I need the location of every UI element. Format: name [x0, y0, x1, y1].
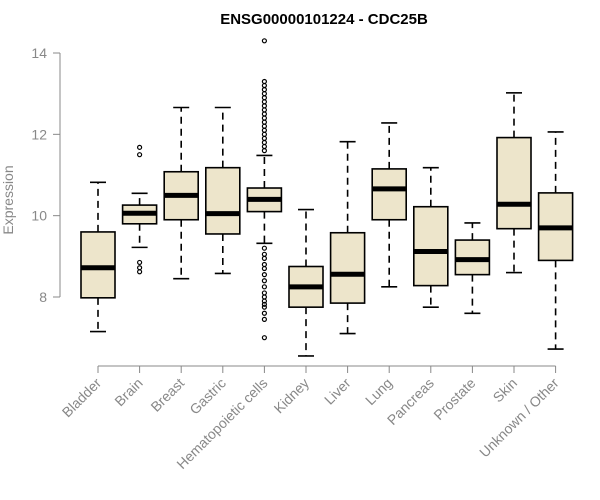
box-iqr — [329, 231, 366, 304]
outlier-point — [261, 245, 267, 251]
outlier-point — [261, 290, 267, 296]
outlier-point — [261, 38, 267, 44]
outlier-point — [261, 272, 267, 278]
x-category-label: Liver — [321, 375, 354, 408]
box-iqr — [371, 168, 408, 221]
box-unknown-other — [537, 131, 574, 350]
y-tick-label: 8 — [39, 289, 47, 305]
box-iqr — [205, 166, 241, 235]
outlier-point — [261, 127, 267, 133]
box-prostate — [454, 222, 491, 315]
outlier-point — [261, 86, 267, 93]
outlier-point — [261, 135, 267, 141]
outlier-point — [261, 148, 267, 154]
outlier-point — [261, 261, 267, 268]
box-gastric — [205, 106, 241, 275]
y-axis: 8 10 12 14 — [31, 45, 61, 305]
outlier-point — [261, 119, 267, 125]
outlier-point — [137, 144, 143, 150]
box-iqr — [80, 231, 116, 299]
outlier-point — [137, 152, 143, 158]
box-bladder — [80, 181, 116, 333]
outlier-point — [261, 304, 267, 310]
box-iqr — [412, 205, 449, 287]
box-hematopoietic-cells — [246, 38, 283, 341]
x-category-label: Breast — [147, 375, 187, 415]
box-lung — [371, 122, 408, 288]
outlier-point — [261, 115, 267, 121]
outlier-point — [261, 316, 267, 322]
outlier-point — [261, 294, 267, 300]
outlier-point — [261, 301, 267, 307]
boxes-group — [80, 38, 574, 357]
x-category-label: Lung — [362, 375, 395, 408]
outlier-point — [261, 95, 267, 101]
x-category-label: Bladder — [59, 375, 105, 421]
outlier-point — [261, 251, 267, 257]
outlier-point — [261, 123, 267, 129]
outlier-point — [261, 78, 267, 85]
x-category-label: Brain — [111, 375, 145, 409]
outlier-point — [261, 278, 267, 284]
y-tick-label: 12 — [31, 126, 47, 142]
y-tick-label: 10 — [31, 208, 47, 224]
outlier-point — [261, 255, 267, 261]
outlier-point — [137, 265, 143, 271]
outlier-point — [261, 103, 267, 109]
outlier-point — [261, 310, 267, 316]
y-axis-label: Expression — [0, 165, 16, 234]
outlier-point — [137, 269, 143, 275]
outlier-point — [261, 91, 267, 97]
box-pancreas — [412, 166, 449, 308]
box-brain — [121, 144, 158, 275]
box-skin — [496, 92, 532, 274]
outlier-point — [261, 82, 267, 89]
outlier-point — [261, 107, 267, 113]
box-liver — [329, 140, 366, 335]
outlier-point — [261, 335, 267, 341]
outlier-point — [261, 99, 267, 105]
y-tick-label: 14 — [31, 45, 47, 61]
x-category-label: Kidney — [271, 375, 313, 417]
outlier-point — [261, 265, 267, 272]
outlier-point — [137, 259, 143, 266]
outlier-point — [261, 131, 267, 137]
x-category-label: Prostate — [430, 375, 478, 423]
outlier-point — [261, 111, 267, 117]
chart-title: ENSG00000101224 - CDC25B — [220, 11, 428, 28]
outlier-point — [261, 143, 267, 150]
x-category-label: Skin — [490, 375, 521, 406]
box-kidney — [288, 208, 324, 357]
box-iqr — [496, 136, 532, 230]
box-breast — [163, 106, 199, 280]
outlier-point — [261, 284, 267, 290]
x-category-label: Unknown / Other — [476, 375, 562, 461]
outlier-point — [261, 139, 267, 146]
